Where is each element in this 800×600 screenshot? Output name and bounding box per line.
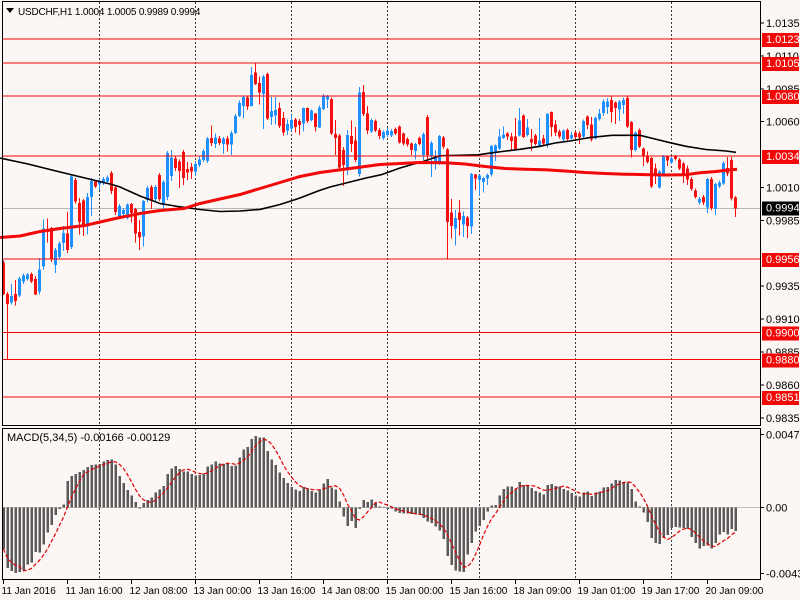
svg-text:14 Jan 08:00: 14 Jan 08:00 <box>322 586 380 597</box>
svg-text:0.9851: 0.9851 <box>766 392 800 404</box>
svg-text:0.00: 0.00 <box>766 503 787 515</box>
svg-text:USDCHF,H1 1.0004 1.0005 0.998: USDCHF,H1 1.0004 1.0005 0.9989 0.9994 <box>18 7 201 18</box>
svg-text:MACD(5,34,5) -0.00166 -0.00129: MACD(5,34,5) -0.00166 -0.00129 <box>7 432 170 444</box>
svg-text:1.0123: 1.0123 <box>766 34 800 46</box>
svg-text:19 Jan 01:00: 19 Jan 01:00 <box>578 586 636 597</box>
svg-text:18 Jan 09:00: 18 Jan 09:00 <box>514 586 572 597</box>
svg-text:19 Jan 17:00: 19 Jan 17:00 <box>642 586 700 597</box>
svg-text:1.0034: 1.0034 <box>766 151 800 163</box>
svg-text:-0.00434: -0.00434 <box>766 569 800 581</box>
svg-text:13 Jan 00:00: 13 Jan 00:00 <box>194 586 252 597</box>
svg-text:0.9985: 0.9985 <box>766 215 800 227</box>
svg-text:0.9994: 0.9994 <box>766 203 800 215</box>
svg-text:1.0080: 1.0080 <box>766 91 800 103</box>
svg-text:0.9835: 0.9835 <box>766 413 800 425</box>
svg-text:11 Jan 16:00: 11 Jan 16:00 <box>66 586 124 597</box>
svg-text:0.9910: 0.9910 <box>766 314 800 326</box>
svg-text:1.0060: 1.0060 <box>766 117 800 129</box>
svg-text:20 Jan 09:00: 20 Jan 09:00 <box>706 586 764 597</box>
svg-text:1.0105: 1.0105 <box>766 58 800 70</box>
svg-text:13 Jan 16:00: 13 Jan 16:00 <box>258 586 316 597</box>
svg-text:0.9860: 0.9860 <box>766 380 800 392</box>
svg-text:0.0047: 0.0047 <box>766 430 800 442</box>
svg-text:0.9935: 0.9935 <box>766 281 800 293</box>
svg-text:11 Jan 2016: 11 Jan 2016 <box>2 586 57 597</box>
svg-text:0.9956: 0.9956 <box>766 254 800 266</box>
svg-text:1.0135: 1.0135 <box>766 18 800 30</box>
svg-text:15 Jan 16:00: 15 Jan 16:00 <box>450 586 508 597</box>
svg-text:0.9880: 0.9880 <box>766 355 800 367</box>
svg-text:12 Jan 08:00: 12 Jan 08:00 <box>130 586 188 597</box>
svg-text:1.0010: 1.0010 <box>766 183 800 195</box>
svg-text:0.9900: 0.9900 <box>766 328 800 340</box>
svg-text:15 Jan 00:00: 15 Jan 00:00 <box>386 586 444 597</box>
